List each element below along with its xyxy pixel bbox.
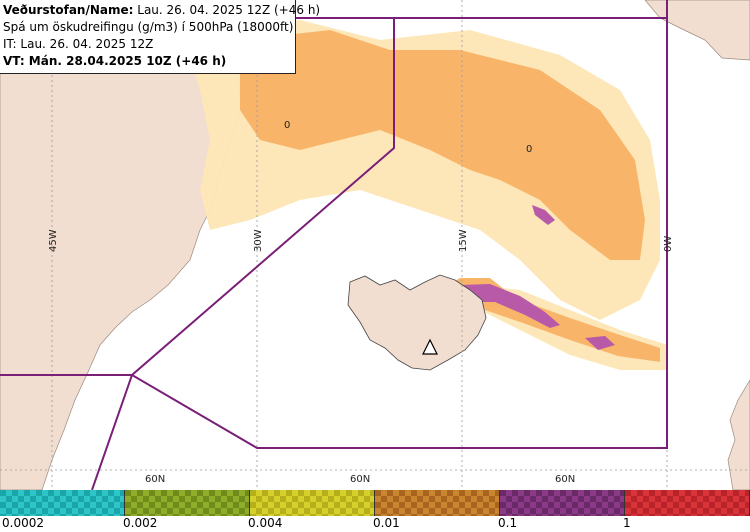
contour-label: 0 [526, 144, 532, 155]
legend-color-segment [125, 490, 250, 516]
legend-tick-label: 0.004 [248, 516, 283, 530]
legend-tick-label: 0.002 [123, 516, 158, 530]
forecast-info-box: Veðurstofan/Name: Lau. 26. 04. 2025 12Z … [0, 0, 320, 74]
concentration-legend [0, 490, 750, 516]
info-line-product: Spá um öskudreifingu (g/m3) í 500hPa (18… [3, 20, 294, 34]
ash-dispersion-map: 45W 30W 15W 0W 60N 60N 60N 0 0 [0, 0, 750, 490]
iceland-land [347, 274, 487, 371]
longitude-label-15w: 15W [458, 229, 469, 252]
legend-tick-label: 0.1 [498, 516, 518, 530]
legend-color-segment [375, 490, 500, 516]
legend-color-segment [625, 490, 750, 516]
longitude-label-0w: 0W [663, 236, 674, 252]
latitude-label: 60N [350, 474, 370, 485]
legend-tick-label: 0.0002 [2, 516, 44, 530]
legend-tick-label: 1 [623, 516, 631, 530]
legend-tick-labels: 0.0002 0.002 0.004 0.01 0.1 1 [0, 516, 750, 532]
scandinavia-land [727, 379, 750, 490]
legend-color-segment [250, 490, 375, 516]
legend-color-segment [500, 490, 625, 516]
info-name-value: Lau. 26. 04. 2025 12Z (+46 h) [137, 3, 321, 17]
info-line-name: Veðurstofan/Name: Lau. 26. 04. 2025 12Z … [3, 2, 320, 19]
longitude-label-30w: 30W [253, 229, 264, 252]
contour-label: 0 [284, 120, 290, 131]
longitude-label-45w: 45W [48, 229, 59, 252]
info-line-valid-time: VT: Mán. 28.04.2025 10Z (+46 h) [3, 54, 227, 68]
latitude-label: 60N [555, 474, 575, 485]
volcano-icon [422, 338, 438, 355]
info-name-label: Veðurstofan/Name: [3, 3, 134, 17]
fir-boundary [0, 0, 668, 490]
latitude-label: 60N [145, 474, 165, 485]
legend-color-segment [0, 490, 125, 516]
legend-tick-label: 0.01 [373, 516, 400, 530]
info-line-init-time: IT: Lau. 26. 04. 2025 12Z [3, 37, 154, 51]
svalbard-land [644, 0, 750, 61]
